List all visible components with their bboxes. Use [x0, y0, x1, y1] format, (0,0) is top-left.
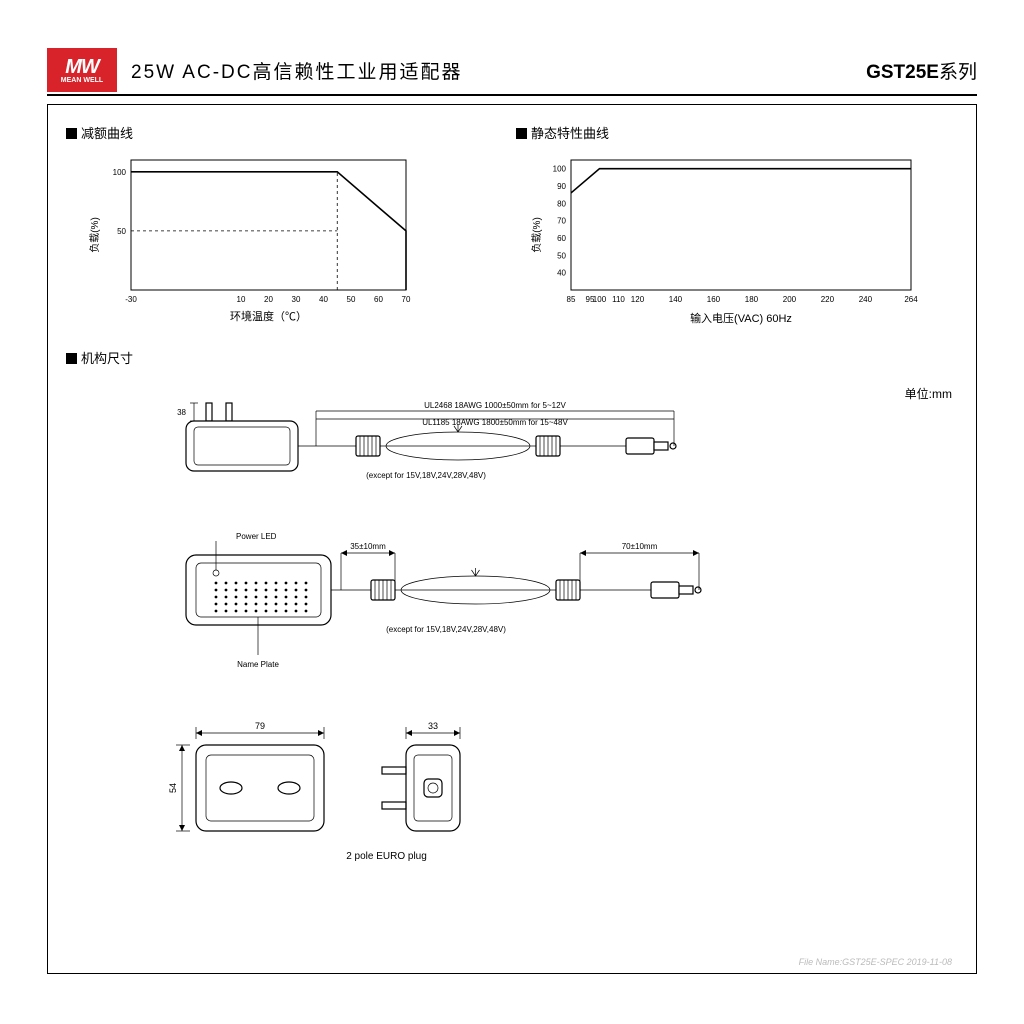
svg-text:2 pole EURO plug: 2 pole EURO plug [346, 851, 427, 862]
logo-bottom: MEAN WELL [61, 77, 103, 84]
content-frame: 减额曲线 -301020304050607050100负载(%)环境温度（℃） … [47, 104, 977, 974]
svg-text:UL2468 18AWG 1000±50mm for 5~1: UL2468 18AWG 1000±50mm for 5~12V [424, 401, 566, 410]
svg-text:264: 264 [904, 295, 918, 304]
unit-label: 单位:mm [905, 385, 952, 402]
svg-text:240: 240 [859, 295, 873, 304]
svg-text:UL1185 18AWG 1800±50mm for 15~: UL1185 18AWG 1800±50mm for 15~48V [422, 418, 568, 427]
svg-text:10: 10 [237, 295, 246, 304]
svg-text:50: 50 [347, 295, 356, 304]
svg-text:40: 40 [557, 269, 566, 278]
svg-text:38: 38 [177, 408, 186, 417]
chart1-title: 减额曲线 [66, 123, 426, 142]
svg-text:120: 120 [631, 295, 645, 304]
svg-text:200: 200 [783, 295, 797, 304]
svg-text:(except for 15V,18V,24V,28V,48: (except for 15V,18V,24V,28V,48V) [386, 625, 506, 634]
brand-logo: MW MEAN WELL [47, 48, 117, 92]
svg-text:110: 110 [612, 295, 625, 304]
logo-top: MW [65, 57, 99, 77]
chart2-title: 静态特性曲线 [516, 123, 876, 142]
svg-text:90: 90 [557, 182, 566, 191]
footer-filename: File Name:GST25E-SPEC 2019-11-08 [799, 957, 952, 967]
svg-text:负载(%): 负载(%) [88, 217, 101, 253]
svg-text:50: 50 [117, 227, 126, 236]
svg-text:80: 80 [557, 199, 566, 208]
svg-text:54: 54 [168, 783, 178, 793]
svg-text:140: 140 [669, 295, 683, 304]
svg-text:Power LED: Power LED [236, 532, 277, 541]
mech-title: 机构尺寸 [66, 348, 958, 367]
svg-text:环境温度（℃）: 环境温度（℃） [230, 309, 307, 323]
svg-text:负载(%): 负载(%) [530, 217, 543, 253]
svg-text:100: 100 [553, 165, 567, 174]
svg-text:70: 70 [557, 217, 566, 226]
svg-text:220: 220 [821, 295, 835, 304]
svg-text:70±10mm: 70±10mm [622, 542, 658, 551]
svg-text:(except for 15V,18V,24V,28V,48: (except for 15V,18V,24V,28V,48V) [366, 471, 486, 480]
doc-title: 25W AC-DC高信赖性工业用适配器 [117, 57, 866, 84]
doc-series: GST25E系列 [866, 57, 977, 84]
series-code: GST25E [866, 62, 939, 83]
svg-text:40: 40 [319, 295, 328, 304]
svg-text:35±10mm: 35±10mm [350, 542, 386, 551]
svg-text:85: 85 [567, 295, 576, 304]
svg-text:60: 60 [557, 234, 566, 243]
svg-text:60: 60 [374, 295, 383, 304]
svg-text:70: 70 [402, 295, 411, 304]
svg-text:180: 180 [745, 295, 759, 304]
svg-text:79: 79 [255, 721, 265, 731]
mechanical-drawing: 38 UL2468 18AWG 1000±50mm for 5~12V UL1185… [66, 385, 936, 925]
svg-text:100: 100 [113, 168, 127, 177]
svg-text:Name Plate: Name Plate [237, 660, 279, 669]
svg-text:33: 33 [428, 721, 438, 731]
static-chart: 静态特性曲线 859510011012014016018020022024026… [516, 119, 876, 330]
derating-chart: 减额曲线 -30 10 20 30 40 50 60 70 50 100 负载(%) 环境温度（℃） [66, 119, 426, 330]
svg-text:20: 20 [264, 295, 273, 304]
svg-text:30: 30 [292, 295, 301, 304]
svg-text:100: 100 [593, 295, 607, 304]
svg-text:-30: -30 [125, 295, 137, 304]
svg-text:160: 160 [707, 295, 721, 304]
svg-text:输入电压(VAC) 60Hz: 输入电压(VAC) 60Hz [690, 311, 792, 325]
svg-text:50: 50 [557, 251, 566, 260]
series-suffix: 系列 [939, 62, 977, 83]
